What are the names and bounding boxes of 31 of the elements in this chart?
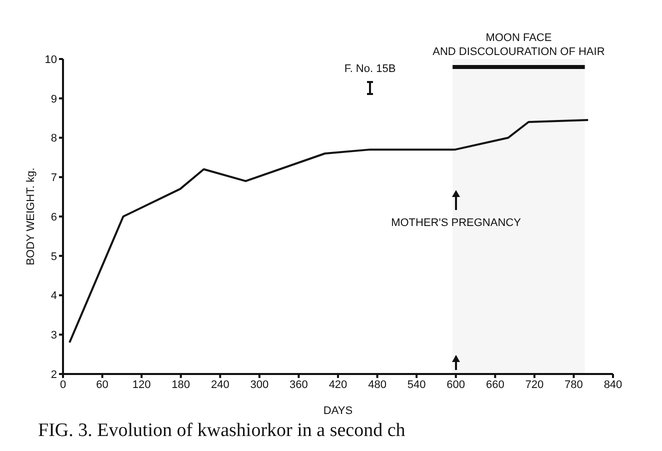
y-tick-label: 8 [50, 132, 57, 145]
x-tick-label: 180 [172, 378, 190, 391]
band-label: MOON FACE AND DISCOLOURATION OF HAIR [432, 32, 605, 58]
y-tick-label: 9 [50, 93, 57, 106]
x-tick-label: 420 [328, 378, 348, 391]
caption: FIG. 3. Evolution of kwashiorkor in a second ch [38, 420, 406, 442]
y-tick-label: 4 [50, 290, 57, 302]
x-tick-label: 360 [290, 378, 308, 391]
x-tick-label: 600 [446, 378, 466, 391]
annotation: F. No. 15B [344, 63, 396, 75]
x-tick-label: 60 [96, 378, 108, 391]
x-tick-label: 0 [60, 378, 66, 391]
line-series [68, 119, 590, 344]
y-axis-title: BODY WEIGHT. kg. [24, 168, 37, 266]
x-tick-label: 840 [604, 378, 622, 391]
y-tick-label: 2 [50, 368, 57, 381]
x-tick-label: 660 [486, 378, 504, 391]
x-tick-label: 780 [564, 378, 583, 391]
x-axis-title: DAYS [323, 405, 353, 417]
x-tick-label: 480 [368, 378, 386, 391]
y-tick-label: 10 [44, 54, 57, 66]
x-tick-label: 720 [525, 378, 544, 391]
x-tick-label: 300 [250, 378, 269, 391]
y-tick-label: 6 [50, 211, 57, 224]
x-tick-label: 540 [407, 378, 426, 391]
annotation: MOTHER'S PREGNANCY [391, 217, 522, 229]
y-tick-label: 7 [50, 172, 57, 184]
x-tick-label: 120 [132, 378, 151, 391]
y-tick-label: 5 [50, 250, 57, 263]
x-tick-label: 240 [210, 378, 230, 391]
y-tick-label: 3 [50, 330, 57, 342]
